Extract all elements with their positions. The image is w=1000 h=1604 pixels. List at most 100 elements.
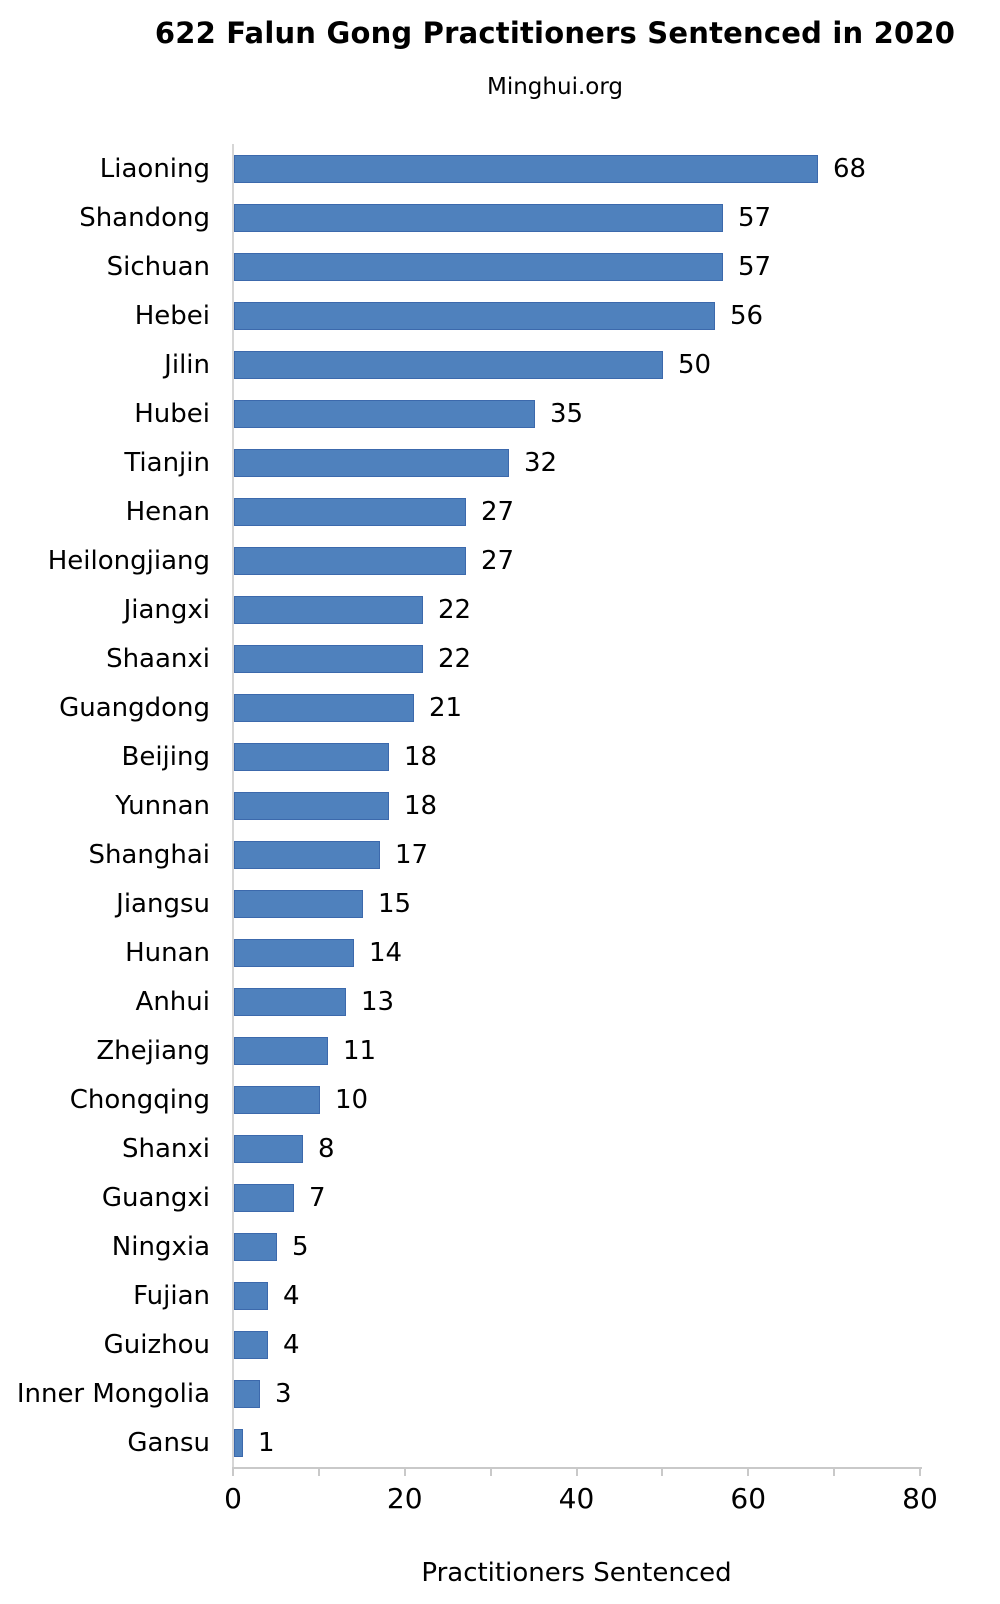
category-label: Hunan bbox=[125, 937, 210, 968]
category-label: Guangxi bbox=[101, 1182, 210, 1213]
bar-row: Hebei 56 bbox=[0, 291, 1000, 340]
bar bbox=[234, 301, 715, 330]
value-label: 4 bbox=[283, 1280, 300, 1311]
bar bbox=[234, 154, 818, 183]
value-label: 7 bbox=[309, 1182, 326, 1213]
bar bbox=[234, 1330, 268, 1359]
value-label: 68 bbox=[833, 153, 867, 184]
value-label: 1 bbox=[258, 1427, 275, 1458]
bar-row: Tianjin 32 bbox=[0, 438, 1000, 487]
axis-tick bbox=[403, 1467, 406, 1476]
bar bbox=[234, 595, 423, 624]
chart-subtitle: Minghui.org bbox=[487, 74, 623, 100]
axis-tick bbox=[575, 1467, 578, 1476]
bar-row: Jiangxi 22 bbox=[0, 585, 1000, 634]
bar bbox=[234, 1183, 294, 1212]
axis-tick bbox=[232, 1467, 234, 1476]
bar-row: Ningxia 5 bbox=[0, 1222, 1000, 1271]
category-label: Guangdong bbox=[59, 692, 210, 723]
category-label: Shandong bbox=[79, 202, 210, 233]
category-label: Jiangsu bbox=[116, 888, 210, 919]
bar-row: Heilongjiang 27 bbox=[0, 536, 1000, 585]
bar-row: Guangdong 21 bbox=[0, 683, 1000, 732]
bar bbox=[234, 399, 535, 428]
bar bbox=[234, 644, 423, 673]
bar bbox=[234, 1379, 260, 1408]
category-label: Chongqing bbox=[69, 1084, 210, 1115]
bar bbox=[234, 350, 663, 379]
value-label: 3 bbox=[275, 1378, 292, 1409]
category-label: Jilin bbox=[164, 349, 210, 380]
bar bbox=[234, 448, 509, 477]
category-label: Hebei bbox=[134, 300, 210, 331]
tick-label: 20 bbox=[386, 1482, 423, 1515]
bar bbox=[234, 791, 389, 820]
bar bbox=[234, 1281, 268, 1310]
value-label: 35 bbox=[550, 398, 584, 429]
value-label: 56 bbox=[730, 300, 764, 331]
value-label: 10 bbox=[335, 1084, 369, 1115]
y-axis-line bbox=[232, 144, 234, 1469]
value-label: 57 bbox=[738, 251, 772, 282]
bar-row: Hubei 35 bbox=[0, 389, 1000, 438]
bar-rows-container: Liaoning 68 Shandong 57 Sichuan 57 Hebei 56 Jili… bbox=[0, 144, 1000, 1467]
axis-tick bbox=[747, 1467, 750, 1476]
bar bbox=[234, 546, 466, 575]
value-label: 17 bbox=[395, 839, 429, 870]
bar-row: Henan 27 bbox=[0, 487, 1000, 536]
bar bbox=[234, 742, 389, 771]
category-label: Heilongjiang bbox=[47, 545, 210, 576]
value-label: 22 bbox=[438, 594, 472, 625]
bar-row: Jiangsu 15 bbox=[0, 879, 1000, 928]
bar-row: Liaoning 68 bbox=[0, 144, 1000, 193]
category-label: Hubei bbox=[134, 398, 210, 429]
bar-row: Shanxi 8 bbox=[0, 1124, 1000, 1173]
axis-tick bbox=[489, 1467, 492, 1476]
bar bbox=[234, 203, 723, 232]
bar-row: Shaanxi 22 bbox=[0, 634, 1000, 683]
value-label: 5 bbox=[292, 1231, 309, 1262]
bar-row: Hunan 14 bbox=[0, 928, 1000, 977]
axis-tick bbox=[833, 1467, 836, 1476]
bar bbox=[234, 938, 354, 967]
category-label: Shanxi bbox=[121, 1133, 210, 1164]
value-label: 15 bbox=[378, 888, 412, 919]
bar bbox=[234, 252, 723, 281]
tick-label: 40 bbox=[558, 1482, 595, 1515]
bar-row: Anhui 13 bbox=[0, 977, 1000, 1026]
bar bbox=[234, 693, 414, 722]
category-label: Ningxia bbox=[111, 1231, 210, 1262]
tick-label: 80 bbox=[902, 1482, 938, 1515]
category-label: Zhejiang bbox=[96, 1035, 210, 1066]
bar bbox=[234, 987, 346, 1016]
bar-row: Jilin 50 bbox=[0, 340, 1000, 389]
bar-row: Guizhou 4 bbox=[0, 1320, 1000, 1369]
value-label: 50 bbox=[678, 349, 712, 380]
value-label: 8 bbox=[318, 1133, 335, 1164]
bar-row: Shandong 57 bbox=[0, 193, 1000, 242]
bar-row: Yunnan 18 bbox=[0, 781, 1000, 830]
axis-tick bbox=[661, 1467, 664, 1476]
value-label: 18 bbox=[404, 741, 438, 772]
axis-tick bbox=[919, 1467, 921, 1476]
category-label: Guizhou bbox=[103, 1329, 210, 1360]
value-label: 14 bbox=[369, 937, 403, 968]
tick-label: 60 bbox=[730, 1482, 767, 1515]
value-label: 22 bbox=[438, 643, 472, 674]
category-label: Shanghai bbox=[88, 839, 210, 870]
category-label: Shaanxi bbox=[106, 643, 210, 674]
value-label: 27 bbox=[481, 545, 515, 576]
bar bbox=[234, 889, 363, 918]
bar bbox=[234, 1036, 328, 1065]
category-label: Henan bbox=[125, 496, 210, 527]
bar-row: Chongqing 10 bbox=[0, 1075, 1000, 1124]
bar-row: Shanghai 17 bbox=[0, 830, 1000, 879]
category-label: Sichuan bbox=[106, 251, 210, 282]
value-label: 27 bbox=[481, 496, 515, 527]
bar bbox=[234, 1085, 320, 1114]
plot-area: Liaoning 68 Shandong 57 Sichuan 57 Hebei 56 Jili… bbox=[0, 144, 1000, 1544]
value-label: 18 bbox=[404, 790, 438, 821]
bar bbox=[234, 840, 380, 869]
value-label: 11 bbox=[343, 1035, 377, 1066]
